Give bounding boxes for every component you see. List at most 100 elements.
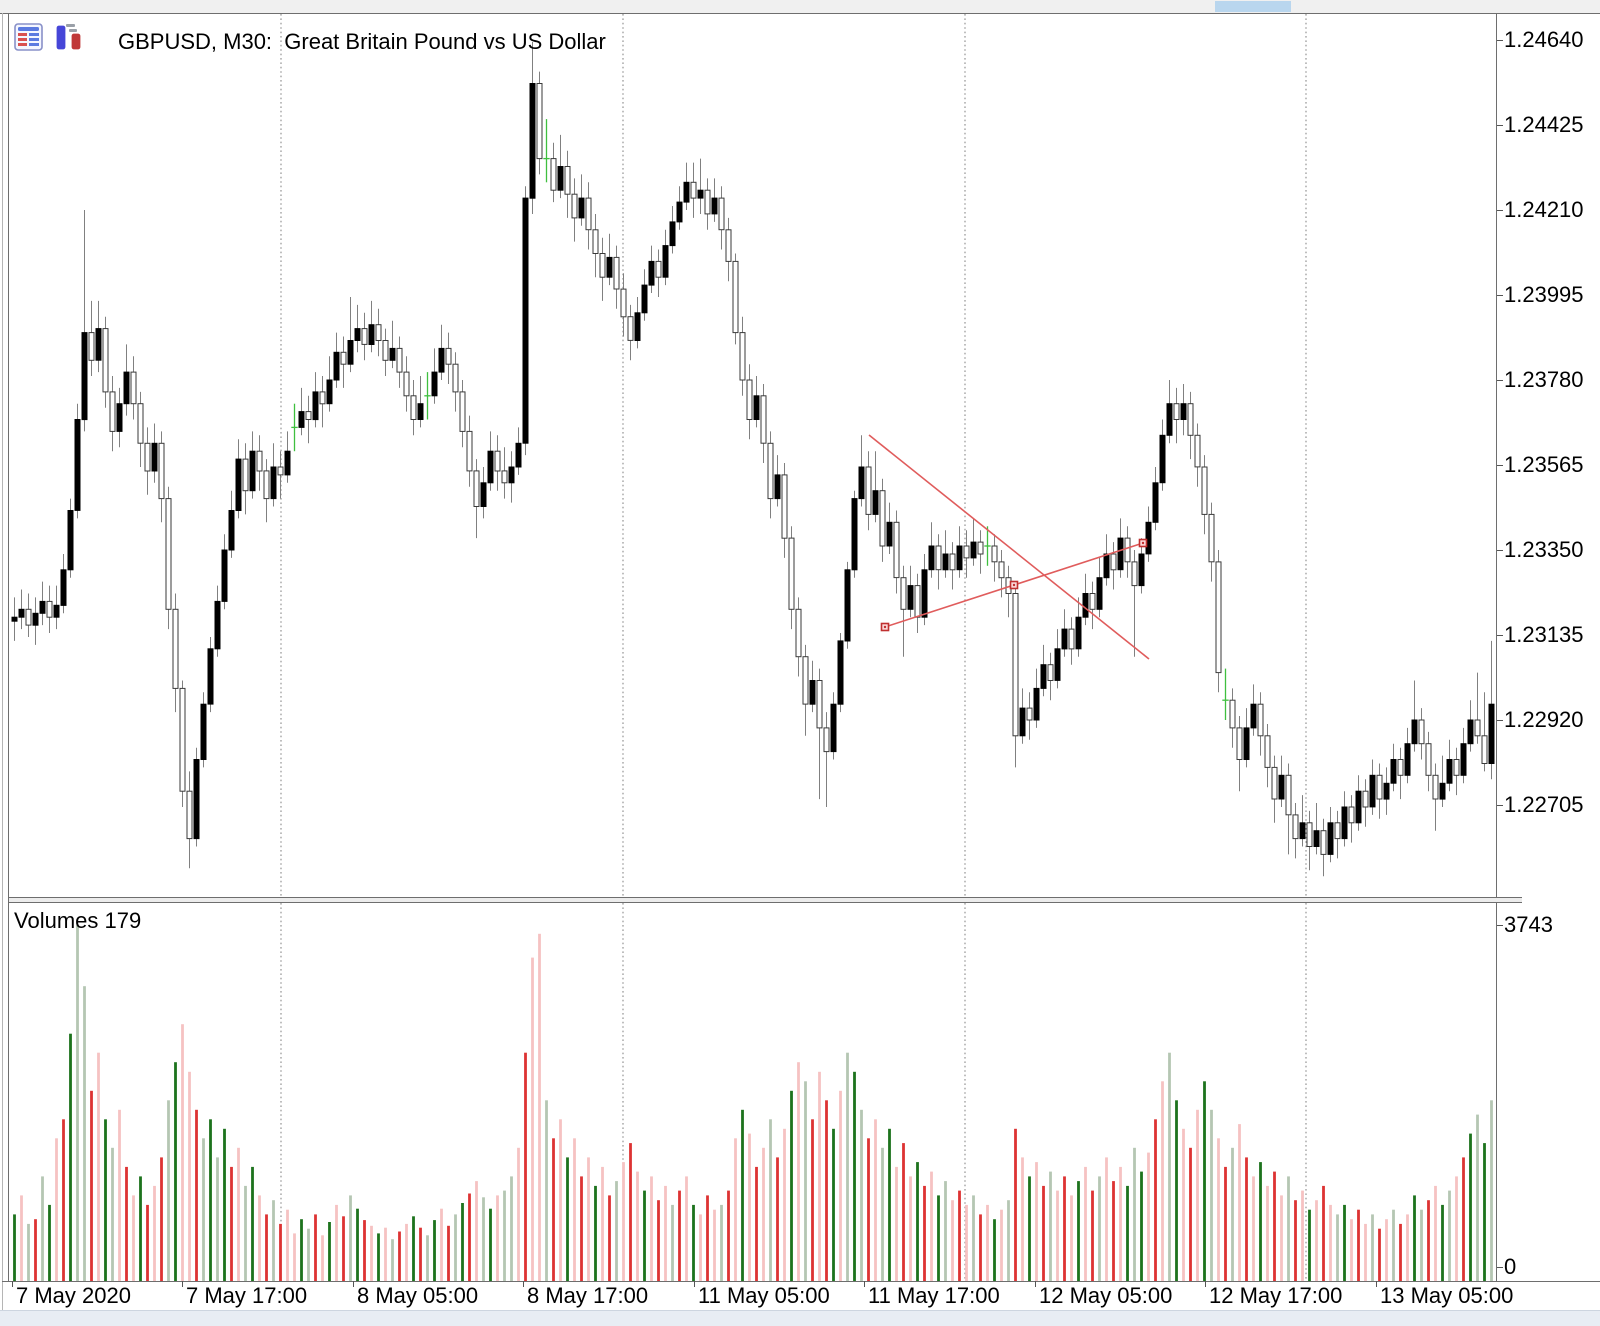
- volume-bar: [1378, 1228, 1381, 1281]
- volume-bar: [622, 1162, 625, 1281]
- price-chart-pane[interactable]: [9, 14, 1496, 897]
- candle-body: [620, 288, 627, 318]
- candle-body: [1327, 822, 1334, 855]
- candle-body: [284, 450, 291, 476]
- volume-bar: [398, 1231, 401, 1281]
- candle-body: [739, 332, 746, 381]
- candle-body: [949, 553, 956, 571]
- candle-body: [18, 608, 25, 618]
- candle-body: [347, 340, 354, 365]
- volume-bar: [510, 1176, 513, 1281]
- volume-bar: [461, 1203, 464, 1281]
- volume-bar: [1336, 1214, 1339, 1281]
- candle-body: [865, 466, 872, 515]
- price-axis-label: 1.23350: [1504, 537, 1584, 562]
- volume-bar: [755, 1166, 758, 1281]
- candle-body: [1236, 727, 1243, 761]
- price-axis-label: 1.23565: [1504, 452, 1584, 477]
- price-axis-label: 1.22705: [1504, 792, 1584, 817]
- volume-bar: [636, 1171, 639, 1281]
- volume-bar: [734, 1138, 737, 1281]
- volume-bar: [377, 1233, 380, 1281]
- volume-bar: [811, 1119, 814, 1281]
- volume-bar: [1287, 1176, 1290, 1281]
- volume-bar: [818, 1071, 821, 1281]
- volume-bar: [1224, 1166, 1227, 1281]
- candle-body: [1264, 735, 1271, 768]
- candle-body: [403, 371, 410, 397]
- volume-bar: [1364, 1223, 1367, 1281]
- volume-bar: [902, 1143, 905, 1281]
- time-axis-label: 7 May 17:00: [186, 1283, 308, 1308]
- volume-bar: [1070, 1195, 1073, 1281]
- candle-body: [116, 403, 123, 432]
- volume-bar: [881, 1147, 884, 1281]
- candle-body: [830, 703, 837, 753]
- candle-body: [417, 403, 424, 421]
- candle-body: [473, 470, 480, 507]
- volume-bar: [83, 986, 86, 1281]
- volume-bar: [1077, 1181, 1080, 1281]
- volume-bar: [1000, 1209, 1003, 1281]
- volume-bar: [650, 1176, 653, 1281]
- candle-body: [795, 608, 802, 658]
- candle-body: [1110, 553, 1117, 571]
- volume-bar: [1098, 1176, 1101, 1281]
- volume-bar: [153, 1185, 156, 1281]
- volume-tick: [1497, 925, 1503, 926]
- candle-body: [109, 391, 116, 432]
- candle-body: [1180, 403, 1187, 421]
- price-axis-label: 1.24640: [1504, 27, 1584, 52]
- time-tick: [1035, 1281, 1036, 1287]
- candle-body: [515, 442, 522, 468]
- volume-bar: [1231, 1147, 1234, 1281]
- pane-separator[interactable]: [9, 897, 1522, 898]
- candle-body: [242, 458, 249, 492]
- volume-bar: [853, 1071, 856, 1281]
- volume-bar: [1056, 1190, 1059, 1281]
- volume-bar: [104, 1119, 107, 1281]
- volume-bar: [951, 1200, 954, 1281]
- candle-body: [46, 600, 53, 618]
- candle-body: [1271, 766, 1278, 800]
- candle-body: [326, 379, 333, 405]
- candle-body: [249, 450, 256, 492]
- candle-body: [690, 181, 697, 199]
- volume-bar: [615, 1181, 618, 1281]
- time-tick: [1205, 1281, 1206, 1287]
- price-tick: [1497, 635, 1503, 636]
- candle-body: [557, 166, 564, 191]
- candle-body: [340, 351, 347, 365]
- volume-bar: [482, 1197, 485, 1281]
- candle-body: [977, 541, 984, 555]
- volume-bar: [1357, 1209, 1360, 1281]
- quotes-table-icon[interactable]: [14, 22, 44, 52]
- volume-bar: [797, 1062, 800, 1281]
- time-tick: [353, 1281, 354, 1287]
- candle-body: [1404, 743, 1411, 776]
- candle-body: [1432, 774, 1439, 800]
- volume-bar: [1084, 1166, 1087, 1281]
- volume-bar: [468, 1193, 471, 1281]
- candle-body: [1397, 759, 1404, 776]
- volume-bar: [335, 1204, 338, 1281]
- candle-body: [39, 600, 46, 614]
- price-axis-label: 1.24210: [1504, 197, 1584, 222]
- time-axis-label: 8 May 17:00: [527, 1283, 649, 1308]
- candle-body: [725, 229, 732, 262]
- bar-chart-icon[interactable]: [54, 22, 86, 52]
- volume-bar: [643, 1190, 646, 1281]
- candle-body: [333, 351, 340, 381]
- volume-bar: [874, 1119, 877, 1281]
- candle-body: [221, 549, 228, 602]
- trendline[interactable]: [868, 434, 1150, 660]
- volume-bar: [1091, 1190, 1094, 1281]
- volume-indicator-pane[interactable]: [9, 903, 1496, 1281]
- volume-bar: [1133, 1147, 1136, 1281]
- volume-bar: [1063, 1176, 1066, 1281]
- volume-bar: [1301, 1190, 1304, 1281]
- volume-bar: [27, 1223, 30, 1281]
- time-tick: [1376, 1281, 1377, 1287]
- candle-body: [1474, 719, 1481, 737]
- price-tick: [1497, 125, 1503, 126]
